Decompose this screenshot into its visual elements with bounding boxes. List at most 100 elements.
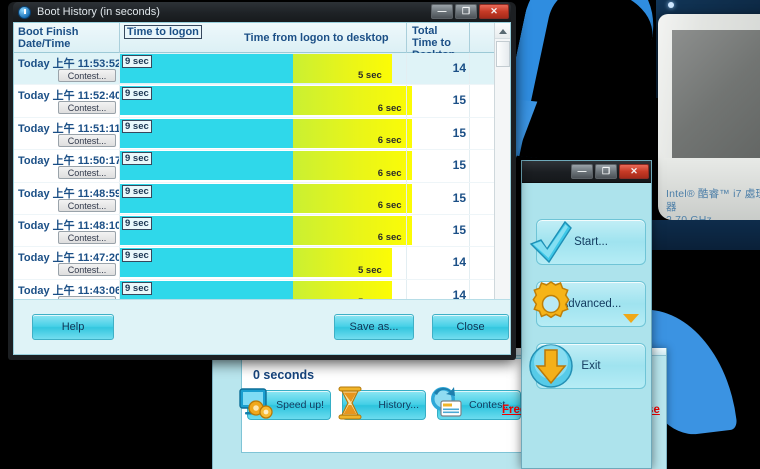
close-icon: ✕ xyxy=(490,6,498,16)
row-total-time: 14 xyxy=(452,255,466,270)
column-divider xyxy=(406,53,407,85)
boot-history-maximize-button[interactable]: ❐ xyxy=(455,4,477,19)
gear-icon xyxy=(532,281,570,319)
scrollbar-thumb[interactable] xyxy=(496,41,510,67)
row-contest-button[interactable]: Contest... xyxy=(58,230,116,244)
row-contest-button[interactable]: Contest... xyxy=(58,198,116,212)
row-contest-button[interactable]: Contest... xyxy=(58,101,116,115)
launcher-window[interactable]: — ❐ ✕ Start... Advanced... xyxy=(521,160,652,469)
boot-history-title: Boot History (in seconds) xyxy=(37,6,160,18)
column-divider xyxy=(469,247,470,279)
table-row[interactable]: Today 上午 11:51:11 Contest... 9 sec 6 sec 15 xyxy=(14,117,510,151)
table-row[interactable]: Today 上午 11:48:10 Contest... 9 sec 6 sec 15 xyxy=(14,214,510,248)
column-divider xyxy=(406,85,407,117)
column-header-total-time[interactable]: Total Time to Desktop xyxy=(412,25,455,61)
help-button[interactable]: Help xyxy=(32,314,114,340)
cpu-box-face xyxy=(672,30,760,170)
column-divider xyxy=(469,117,470,150)
contest-button[interactable]: Contest... xyxy=(431,387,521,420)
advanced-label: Advanced... xyxy=(560,298,622,310)
time-to-logon-value: 9 sec xyxy=(122,249,152,263)
launcher-close-button[interactable]: ✕ xyxy=(619,164,649,179)
row-datetime: Today 上午 11:52:40 xyxy=(18,90,122,103)
column-divider xyxy=(119,182,120,214)
stopwatch-icon xyxy=(18,5,31,19)
exit-label: Exit xyxy=(581,360,601,372)
time-to-logon-value: 9 sec xyxy=(122,119,152,133)
time-from-logon-bar xyxy=(293,215,412,245)
boot-history-close-button[interactable]: ✕ xyxy=(479,4,509,19)
table-row[interactable]: Today 上午 11:50:17 Contest... 9 sec 6 sec 15 xyxy=(14,150,510,183)
checkmark-icon xyxy=(529,220,572,264)
time-to-logon-value: 9 sec xyxy=(122,216,152,230)
monitor-gears-icon xyxy=(239,388,273,419)
time-from-logon-value: 5 sec xyxy=(358,264,382,276)
history-button[interactable]: History... xyxy=(338,386,426,420)
column-header-boot-finish[interactable]: Boot Finish Date/Time xyxy=(18,26,79,50)
cpu-label-line1: Intel® 酷睿™ i7 處理器 xyxy=(666,188,760,213)
time-from-logon-bar xyxy=(293,86,412,116)
save-as-button[interactable]: Save as... xyxy=(334,314,414,340)
boot-history-window-controls: — ❐ ✕ xyxy=(431,4,509,19)
close-icon: ✕ xyxy=(630,166,638,176)
speed-up-button[interactable]: Speed up! xyxy=(239,388,331,420)
column-divider xyxy=(406,182,407,214)
start-label: Start... xyxy=(574,236,608,248)
boot-history-grid: Boot Finish Date/Time Time to logon Time… xyxy=(14,23,510,324)
column-divider xyxy=(119,150,120,182)
time-from-logon-bar xyxy=(293,183,412,213)
chevron-down-icon[interactable] xyxy=(623,314,639,323)
column-divider xyxy=(119,85,120,117)
row-contest-button[interactable]: Contest... xyxy=(58,166,116,180)
time-from-logon-bar xyxy=(293,151,412,181)
down-arrow-icon xyxy=(529,344,573,388)
row-total-time: 15 xyxy=(452,190,466,205)
start-button[interactable]: Start... xyxy=(529,219,646,265)
hourglass-icon xyxy=(338,386,362,420)
table-row[interactable]: Today 上午 11:53:52 Contest... 9 sec 5 sec 14 xyxy=(14,53,510,86)
boot-history-window[interactable]: Boot History (in seconds) — ❐ ✕ Boot Fin… xyxy=(8,2,516,360)
main-app-button-row: Speed up! History... Contest... xyxy=(239,386,521,420)
boot-history-titlebar[interactable]: Boot History (in seconds) — ❐ ✕ xyxy=(13,2,511,22)
launcher-minimize-button[interactable]: — xyxy=(571,164,593,179)
column-header-time-to-logon[interactable]: Time to logon xyxy=(120,23,405,53)
row-datetime: Today 上午 11:50:17 xyxy=(18,155,122,168)
maximize-icon: ❐ xyxy=(461,6,471,16)
column-divider xyxy=(406,150,407,182)
scroll-up-button[interactable] xyxy=(495,23,510,39)
speed-up-label: Speed up! xyxy=(276,399,324,411)
minimize-icon: — xyxy=(577,166,587,176)
time-from-logon-value: 6 sec xyxy=(377,135,402,147)
row-contest-button[interactable]: Contest... xyxy=(58,69,116,82)
table-row[interactable]: Today 上午 11:48:59 Contest... 9 sec 6 sec 15 xyxy=(14,182,510,215)
advanced-button[interactable]: Advanced... xyxy=(532,281,646,327)
row-datetime: Today 上午 11:48:59 xyxy=(18,187,122,200)
row-total-time: 14 xyxy=(452,61,466,75)
column-divider xyxy=(406,214,407,247)
row-datetime: Today 上午 11:51:11 xyxy=(18,122,121,135)
boot-history-minimize-button[interactable]: — xyxy=(431,4,453,19)
table-row[interactable]: Today 上午 11:52:40 Contest... 9 sec 6 sec 15 xyxy=(14,85,510,118)
time-from-logon-value: 6 sec xyxy=(377,167,402,179)
launcher-titlebar[interactable]: — ❐ ✕ xyxy=(522,161,651,183)
launcher-maximize-button[interactable]: ❐ xyxy=(595,164,617,179)
row-datetime: Today 上午 11:53:52 xyxy=(18,58,122,70)
time-to-logon-value: 9 sec xyxy=(122,281,152,295)
column-divider xyxy=(469,214,470,247)
wallpaper-motherboard-strip xyxy=(640,220,760,250)
row-total-time: 15 xyxy=(452,93,466,108)
close-button[interactable]: Close xyxy=(432,314,509,340)
row-contest-button[interactable]: Contest... xyxy=(58,133,116,147)
row-total-time: 15 xyxy=(452,222,466,237)
time-to-logon-value: 9 sec xyxy=(122,87,152,101)
table-row[interactable]: Today 上午 11:47:20 Contest... 9 sec 5 sec 14 xyxy=(14,247,510,280)
launcher-button-list: Start... Advanced... Exit xyxy=(529,219,646,405)
grid-header-row: Boot Finish Date/Time Time to logon Time… xyxy=(14,23,510,61)
row-datetime: Today 上午 11:48:10 xyxy=(18,219,122,232)
exit-button[interactable]: Exit xyxy=(529,343,646,389)
row-total-time: 15 xyxy=(452,125,466,140)
row-contest-button[interactable]: Contest... xyxy=(58,263,116,277)
boot-history-client-area: Boot Finish Date/Time Time to logon Time… xyxy=(13,22,511,355)
grid-vertical-scrollbar[interactable] xyxy=(494,23,510,324)
column-header-time-from-logon[interactable]: Time from logon to desktop xyxy=(244,32,389,44)
